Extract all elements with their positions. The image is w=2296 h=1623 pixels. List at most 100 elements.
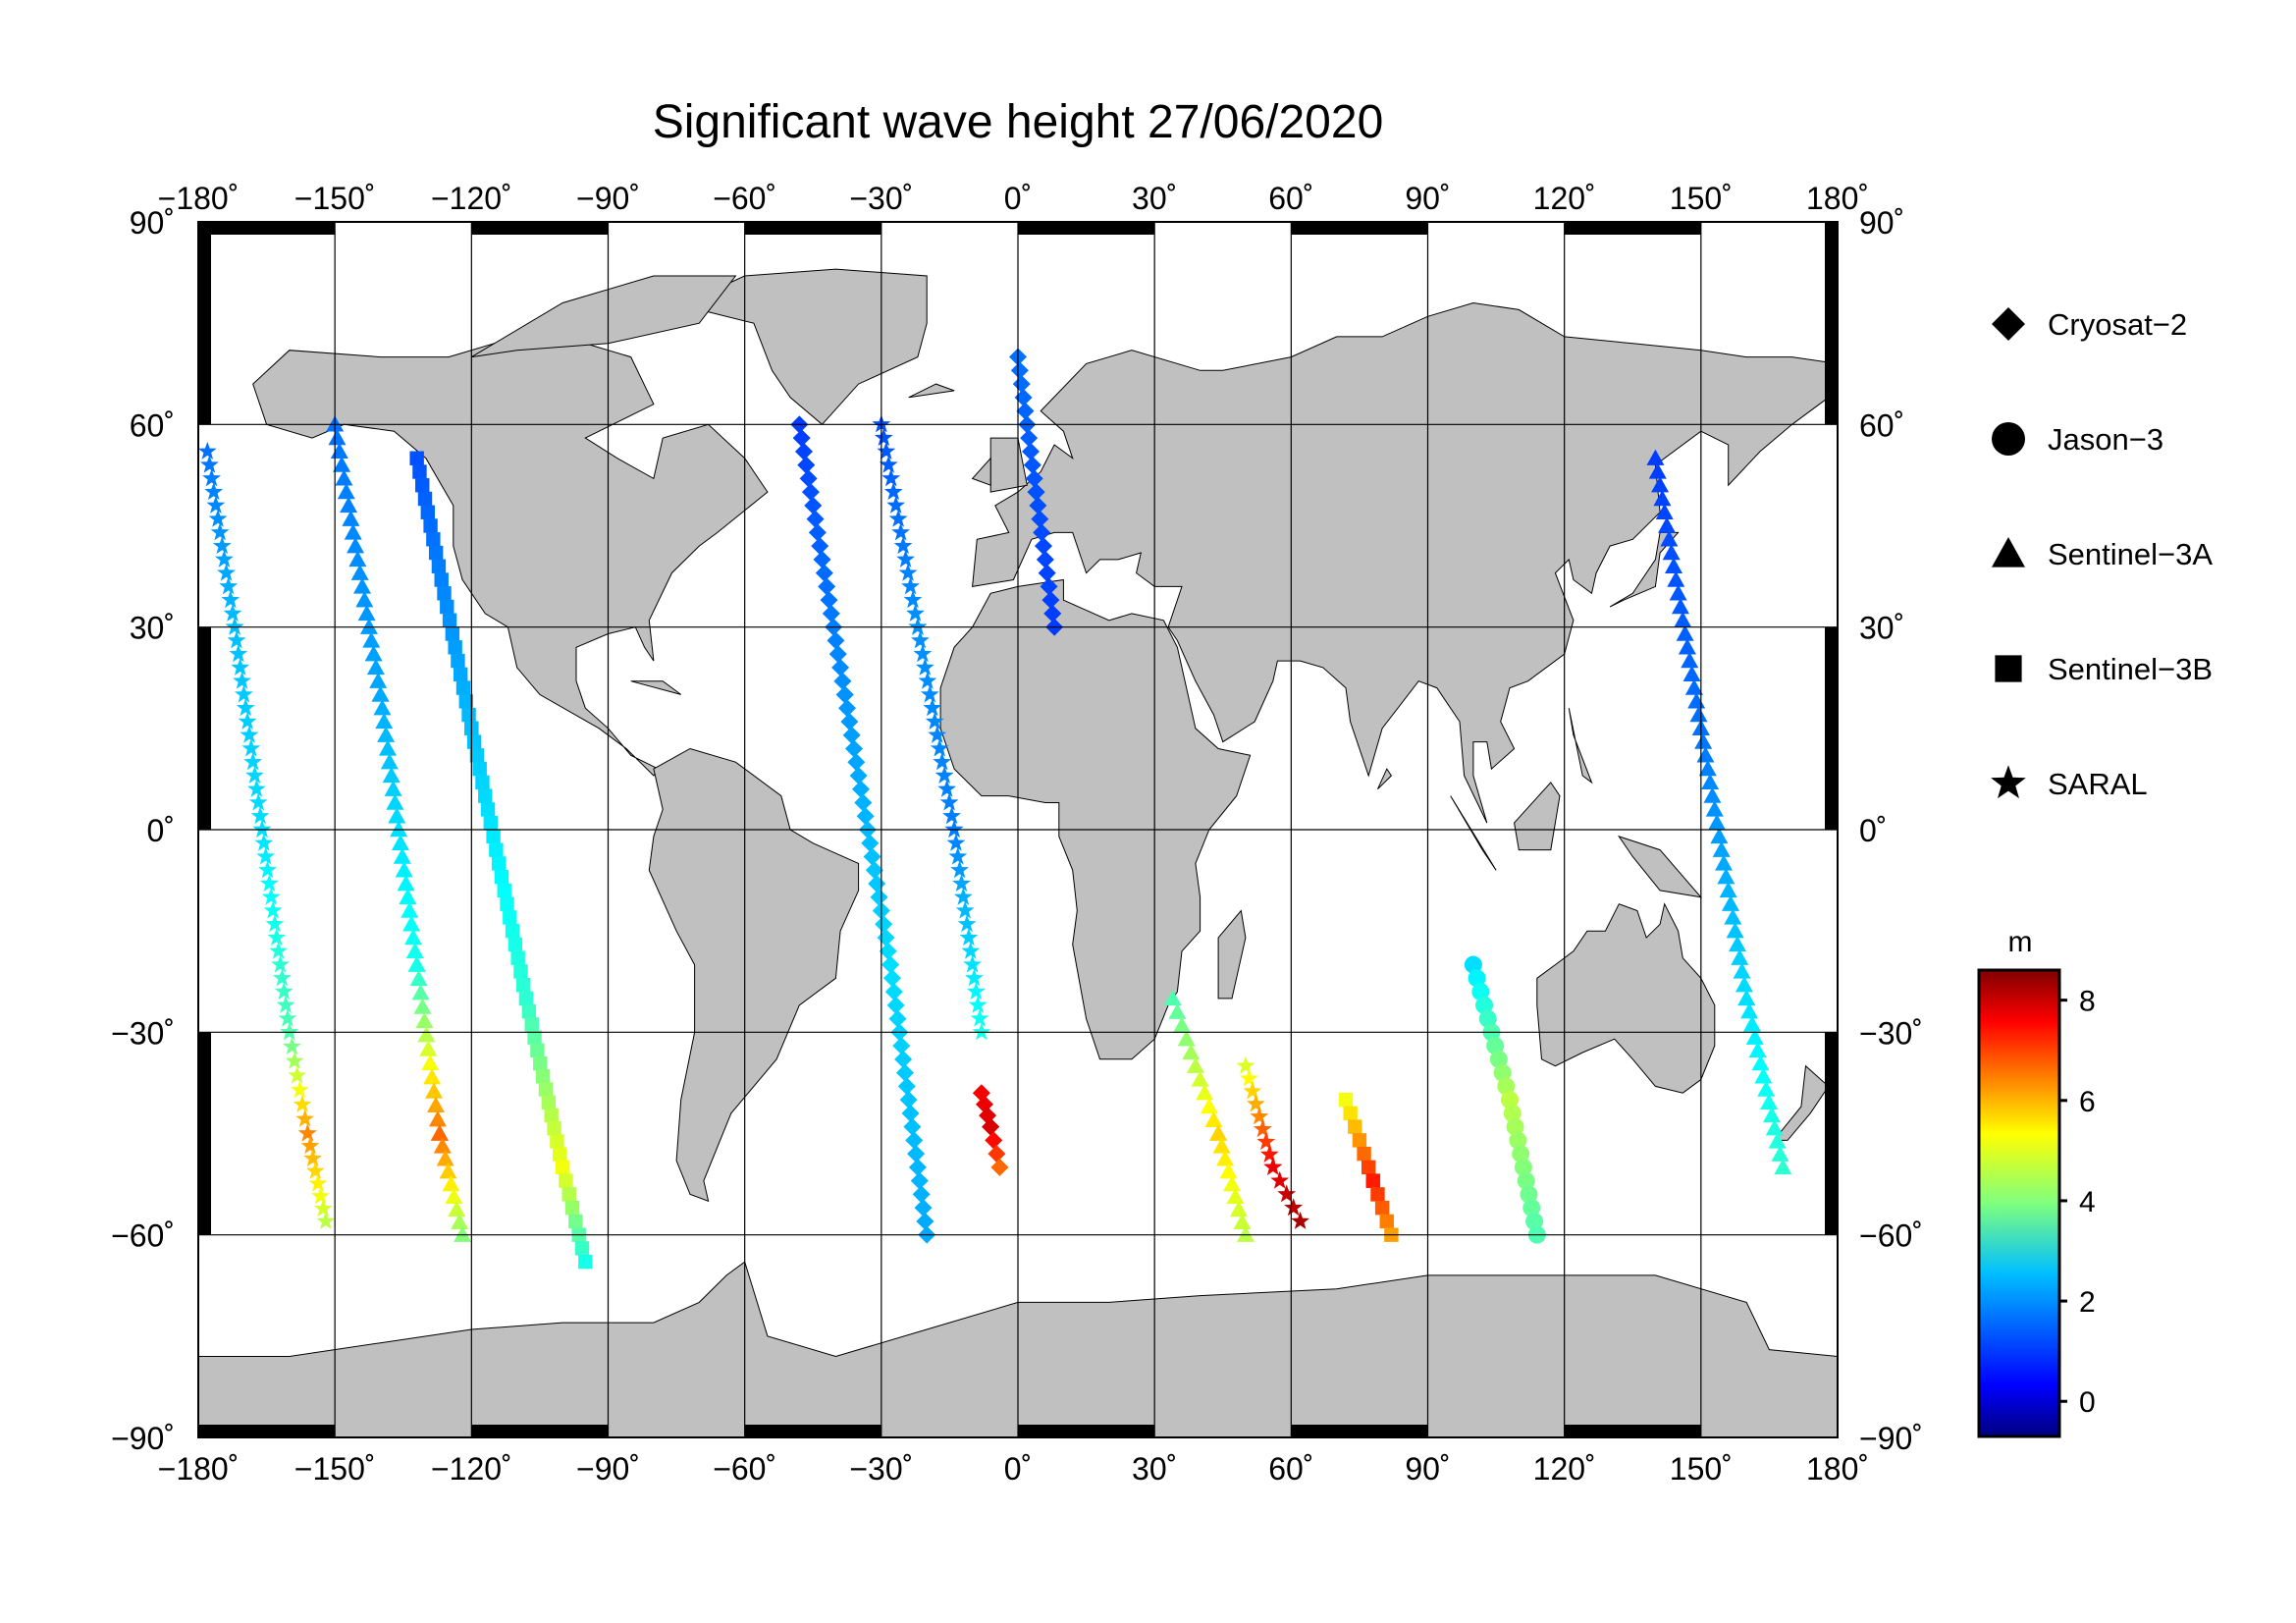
satellite-legend: Cryosat−2 Jason−3 Sentinel−3A Sentinel−3B SA… [1991, 307, 2213, 801]
track-point [804, 496, 823, 514]
track-point [428, 1110, 447, 1127]
track-point [313, 1199, 333, 1217]
land-mass-10 [1450, 795, 1497, 871]
track-point [1517, 1171, 1535, 1190]
track-point [1765, 1119, 1784, 1136]
track-point [1712, 840, 1731, 857]
track-point [247, 779, 266, 797]
track-point [366, 658, 385, 676]
track-point [982, 1117, 1000, 1136]
track-point [1669, 584, 1687, 601]
track-point [1256, 1132, 1276, 1151]
track-point [886, 496, 906, 514]
track-point [375, 712, 394, 730]
lat-tick-label-left: −90˚ [111, 1421, 175, 1456]
lon-tick-label-bottom: 0˚ [1004, 1451, 1032, 1487]
land-mass-3 [972, 301, 1838, 824]
track-point [968, 995, 988, 1013]
track-point [1200, 1097, 1218, 1114]
track-point [451, 653, 465, 669]
track-point [469, 748, 485, 763]
track-point [497, 883, 511, 898]
track-point [250, 806, 270, 825]
track-point [335, 469, 353, 486]
track-point [458, 694, 473, 709]
lat-tick-label-right: −30˚ [1859, 1015, 1923, 1051]
track-point [500, 896, 514, 911]
track-point [340, 496, 358, 514]
track-point [403, 929, 422, 946]
lat-tick-label-right: −60˚ [1859, 1218, 1923, 1254]
border-bar-right [1825, 1032, 1838, 1235]
legend-label: Sentinel−3B [2048, 652, 2213, 686]
track-point [1682, 665, 1701, 682]
track-point [972, 1022, 991, 1041]
track-point [842, 726, 861, 744]
track-point [411, 984, 430, 1001]
track-point [472, 761, 487, 777]
lat-tick-label-right: 60˚ [1859, 407, 1904, 443]
track-point [212, 536, 232, 555]
track-point [280, 1022, 299, 1041]
track-point [1726, 922, 1744, 939]
track-point [547, 1121, 561, 1136]
track-point [308, 1173, 328, 1192]
track-point [1678, 638, 1696, 655]
track-point [409, 969, 428, 987]
track-point [1168, 1002, 1187, 1019]
lat-tick-label-left: 60˚ [130, 407, 175, 443]
border-bar-bottom [1018, 1425, 1155, 1437]
star-icon [1991, 765, 2026, 799]
track-point [923, 698, 942, 717]
track-point [1212, 1137, 1231, 1154]
track-point [1029, 496, 1047, 514]
track-point [1703, 786, 1722, 803]
legend-label: SARAL [2048, 767, 2148, 801]
track-point [333, 456, 351, 472]
track-point [895, 1063, 914, 1082]
track-point [1023, 456, 1041, 474]
map-title: Significant wave height 27/06/2020 [653, 96, 1384, 148]
lon-tick-label-top: −90˚ [576, 181, 640, 216]
track-point [254, 833, 274, 851]
track-point [384, 780, 402, 796]
track-point [901, 576, 920, 595]
track-point [491, 856, 507, 871]
track-point [1493, 1063, 1512, 1082]
colorbar-tick-label: 4 [2079, 1186, 2096, 1218]
track-point [437, 586, 452, 601]
lon-tick-label-top: −150˚ [294, 181, 376, 216]
track-point [440, 599, 454, 615]
track-point [206, 496, 226, 514]
diamond-icon [1992, 307, 2025, 341]
track-point [912, 1185, 931, 1204]
track-point [1771, 1145, 1789, 1162]
track-point [316, 1212, 336, 1229]
track-point [276, 995, 295, 1013]
square-icon [1995, 655, 2022, 682]
track-point [1226, 1187, 1245, 1205]
track-point [1021, 442, 1040, 460]
track-point [388, 807, 406, 824]
track-point [295, 1109, 315, 1127]
border-bar-top [1291, 222, 1428, 235]
track-point [879, 455, 898, 473]
track-point [918, 671, 937, 689]
track-point [1694, 732, 1713, 749]
track-point [564, 1200, 580, 1216]
track-point [879, 942, 897, 960]
track-point [1655, 503, 1674, 519]
border-bar-bottom [744, 1425, 881, 1437]
track-point [1343, 1106, 1358, 1121]
track-point [792, 429, 811, 448]
track-point [990, 1158, 1009, 1176]
track-point [882, 969, 901, 988]
track-point [886, 996, 905, 1014]
track-point [870, 888, 888, 906]
track-point [1520, 1185, 1538, 1204]
lon-tick-label-bottom: −60˚ [713, 1451, 776, 1487]
track-point [378, 739, 397, 756]
track-point [1270, 1170, 1290, 1189]
border-bar-top [471, 222, 609, 235]
track-point [215, 550, 234, 568]
